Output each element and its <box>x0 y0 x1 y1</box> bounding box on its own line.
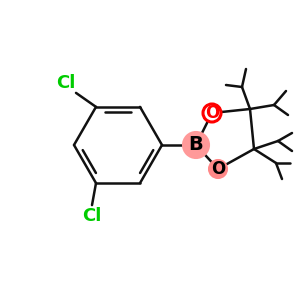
Text: O: O <box>211 160 225 178</box>
Text: Cl: Cl <box>82 207 102 225</box>
Circle shape <box>203 104 221 122</box>
Circle shape <box>183 132 209 158</box>
Circle shape <box>209 160 227 178</box>
Text: B: B <box>189 136 203 154</box>
Text: Cl: Cl <box>56 74 75 92</box>
Text: O: O <box>205 104 219 122</box>
